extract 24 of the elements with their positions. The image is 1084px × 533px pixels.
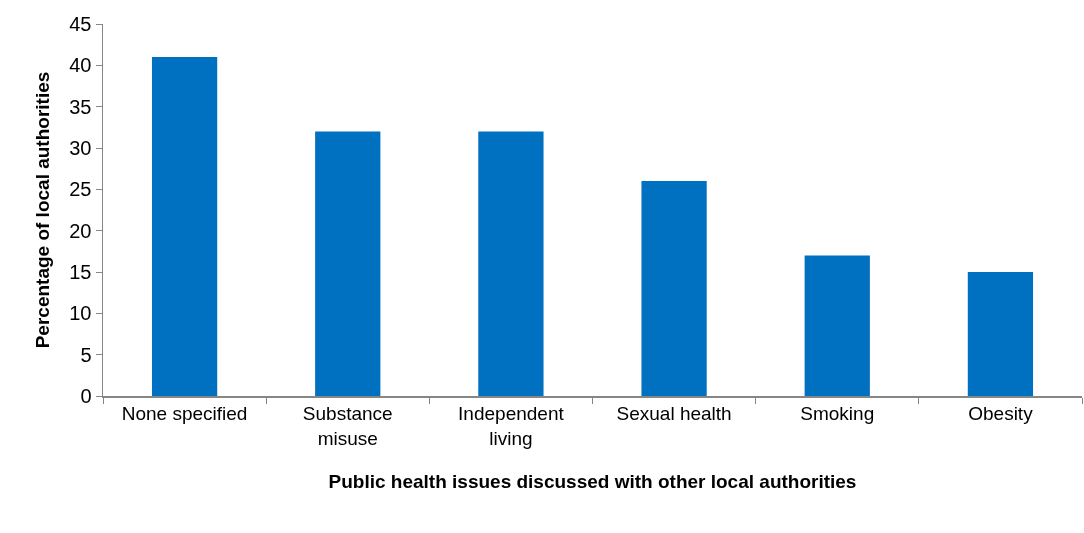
x-tick-label: None specified — [121, 403, 248, 425]
y-tick-label: 15 — [69, 261, 92, 283]
bar — [151, 57, 218, 396]
bar — [804, 255, 870, 396]
x-tick-label: Obesity — [968, 403, 1034, 425]
y-tick-label: 0 — [80, 385, 92, 407]
x-tick-label: Smoking — [800, 403, 875, 425]
y-tick-label: 20 — [69, 219, 92, 242]
y-axis-title: Percentage of local authorities — [32, 71, 54, 349]
x-tick-label: Independent living — [458, 403, 565, 449]
x-tick-label: Substance misuse — [302, 403, 393, 449]
y-tick-label: 45 — [69, 13, 92, 35]
y-tick-label: 10 — [69, 302, 92, 325]
y-tick-label: 5 — [80, 343, 92, 366]
x-axis-title: Public health issues discussed with other local authorities — [328, 470, 857, 492]
y-tick-label: 40 — [69, 54, 92, 77]
y-tick-label: 30 — [69, 137, 92, 159]
y-tick-label: 25 — [69, 178, 92, 201]
y-tick-label: 35 — [69, 95, 92, 118]
bar — [315, 131, 381, 396]
bar — [641, 181, 707, 396]
bar — [967, 272, 1034, 396]
x-tick-label: Sexual health — [616, 403, 732, 425]
bar — [478, 131, 544, 396]
